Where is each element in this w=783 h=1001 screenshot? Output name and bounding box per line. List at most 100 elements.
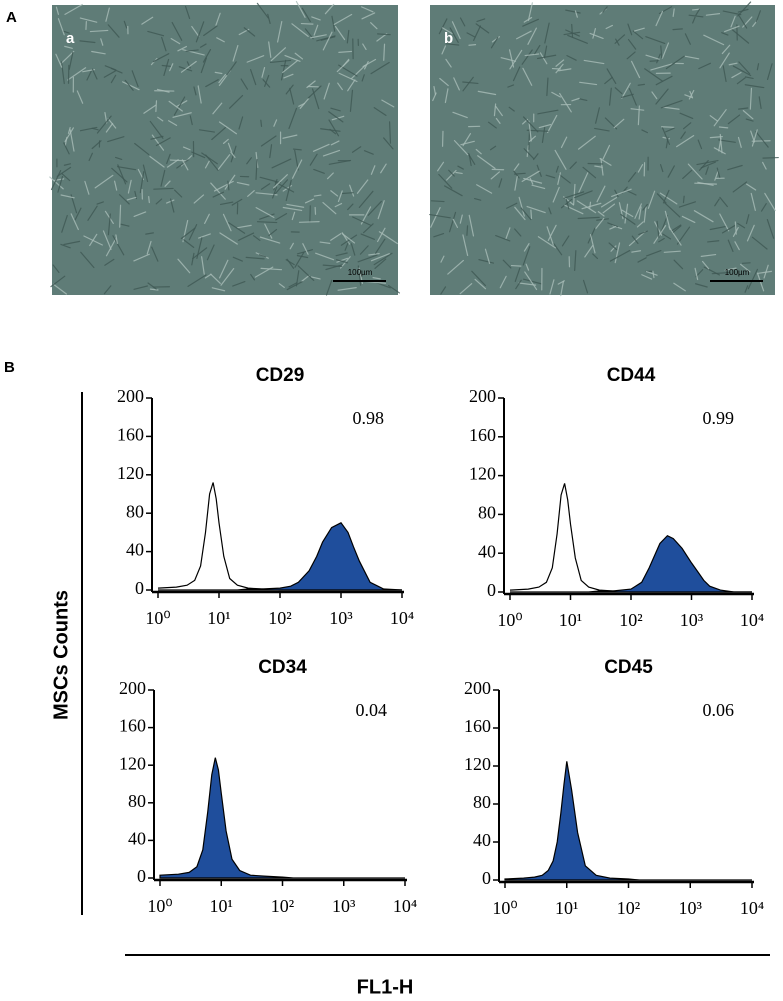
cell bbox=[641, 129, 649, 134]
cell bbox=[508, 106, 515, 112]
cell bbox=[642, 203, 648, 211]
micrographs: a 100µm b 100µm bbox=[49, 0, 779, 297]
cell bbox=[521, 170, 540, 183]
cell bbox=[199, 43, 207, 48]
cell bbox=[476, 18, 486, 22]
cell bbox=[521, 49, 533, 65]
cell bbox=[476, 184, 493, 194]
cell bbox=[294, 149, 299, 171]
cell bbox=[719, 213, 730, 232]
cell bbox=[758, 96, 762, 110]
cell bbox=[49, 176, 64, 190]
x-tick-label: 10⁰ bbox=[145, 608, 170, 628]
cell bbox=[561, 235, 570, 247]
cell bbox=[569, 161, 577, 170]
cell bbox=[557, 280, 565, 285]
cell bbox=[103, 70, 116, 78]
cell bbox=[522, 246, 531, 266]
cell bbox=[134, 142, 150, 156]
y-tick-label: 160 bbox=[464, 716, 491, 736]
cell bbox=[665, 127, 675, 133]
cell bbox=[633, 27, 645, 32]
cell bbox=[224, 174, 236, 190]
cell bbox=[260, 119, 263, 127]
cell bbox=[744, 76, 754, 80]
cell bbox=[609, 249, 631, 262]
cell bbox=[473, 25, 481, 41]
cell bbox=[662, 233, 672, 240]
cell bbox=[578, 135, 596, 150]
cell bbox=[238, 116, 244, 130]
cell bbox=[737, 1, 752, 17]
cell bbox=[188, 224, 198, 241]
cell bbox=[581, 202, 602, 210]
cell bbox=[100, 38, 104, 46]
cell bbox=[372, 277, 381, 280]
scale-label: 100µm bbox=[725, 268, 750, 277]
cell bbox=[732, 65, 752, 77]
cell bbox=[766, 63, 773, 81]
cell bbox=[143, 104, 157, 114]
y-axis-label: MSCs Counts bbox=[50, 590, 72, 720]
cell bbox=[655, 75, 673, 86]
cell bbox=[762, 156, 779, 159]
cell bbox=[182, 146, 191, 151]
cell bbox=[55, 6, 60, 15]
cell bbox=[459, 214, 463, 224]
cell bbox=[273, 174, 288, 189]
cell bbox=[341, 233, 356, 244]
x-tick-label: 10² bbox=[619, 610, 642, 630]
cell bbox=[149, 155, 165, 168]
image-label: b bbox=[444, 30, 453, 47]
cell bbox=[351, 146, 362, 153]
cell bbox=[660, 215, 668, 234]
cell bbox=[742, 110, 754, 120]
cell bbox=[750, 192, 756, 211]
cell bbox=[531, 184, 546, 190]
cell bbox=[367, 200, 382, 216]
cell bbox=[297, 265, 315, 281]
cell bbox=[89, 233, 98, 247]
cell bbox=[370, 253, 390, 262]
cell bbox=[320, 128, 341, 132]
cell bbox=[330, 140, 340, 146]
cell bbox=[697, 139, 703, 150]
cell bbox=[91, 68, 98, 80]
cell bbox=[182, 219, 189, 243]
cell bbox=[271, 158, 292, 169]
cell bbox=[133, 253, 150, 262]
cell bbox=[313, 24, 319, 36]
cell bbox=[734, 241, 740, 251]
cell bbox=[117, 164, 127, 185]
cell bbox=[628, 231, 646, 247]
cell bbox=[608, 87, 612, 106]
cell bbox=[105, 7, 110, 22]
cell bbox=[126, 196, 137, 201]
cell bbox=[64, 45, 73, 49]
cell bbox=[380, 163, 387, 174]
cell bbox=[514, 228, 522, 237]
cell bbox=[282, 59, 299, 74]
cell bbox=[213, 180, 234, 192]
cell bbox=[388, 121, 392, 144]
cell bbox=[360, 233, 375, 240]
cell bbox=[112, 235, 125, 256]
cell bbox=[198, 129, 216, 133]
cell bbox=[452, 111, 468, 119]
cell bbox=[91, 127, 99, 131]
cell bbox=[527, 27, 537, 45]
cell bbox=[173, 189, 183, 198]
cell bbox=[335, 259, 348, 264]
cell bbox=[62, 30, 70, 34]
cell bbox=[523, 16, 533, 23]
cell bbox=[651, 91, 658, 100]
cell bbox=[215, 12, 221, 26]
cell bbox=[87, 205, 98, 221]
cell bbox=[361, 74, 365, 82]
cell bbox=[734, 221, 737, 235]
cell bbox=[146, 240, 152, 255]
cell bbox=[602, 6, 608, 13]
cell bbox=[298, 221, 320, 223]
cell bbox=[361, 6, 374, 13]
